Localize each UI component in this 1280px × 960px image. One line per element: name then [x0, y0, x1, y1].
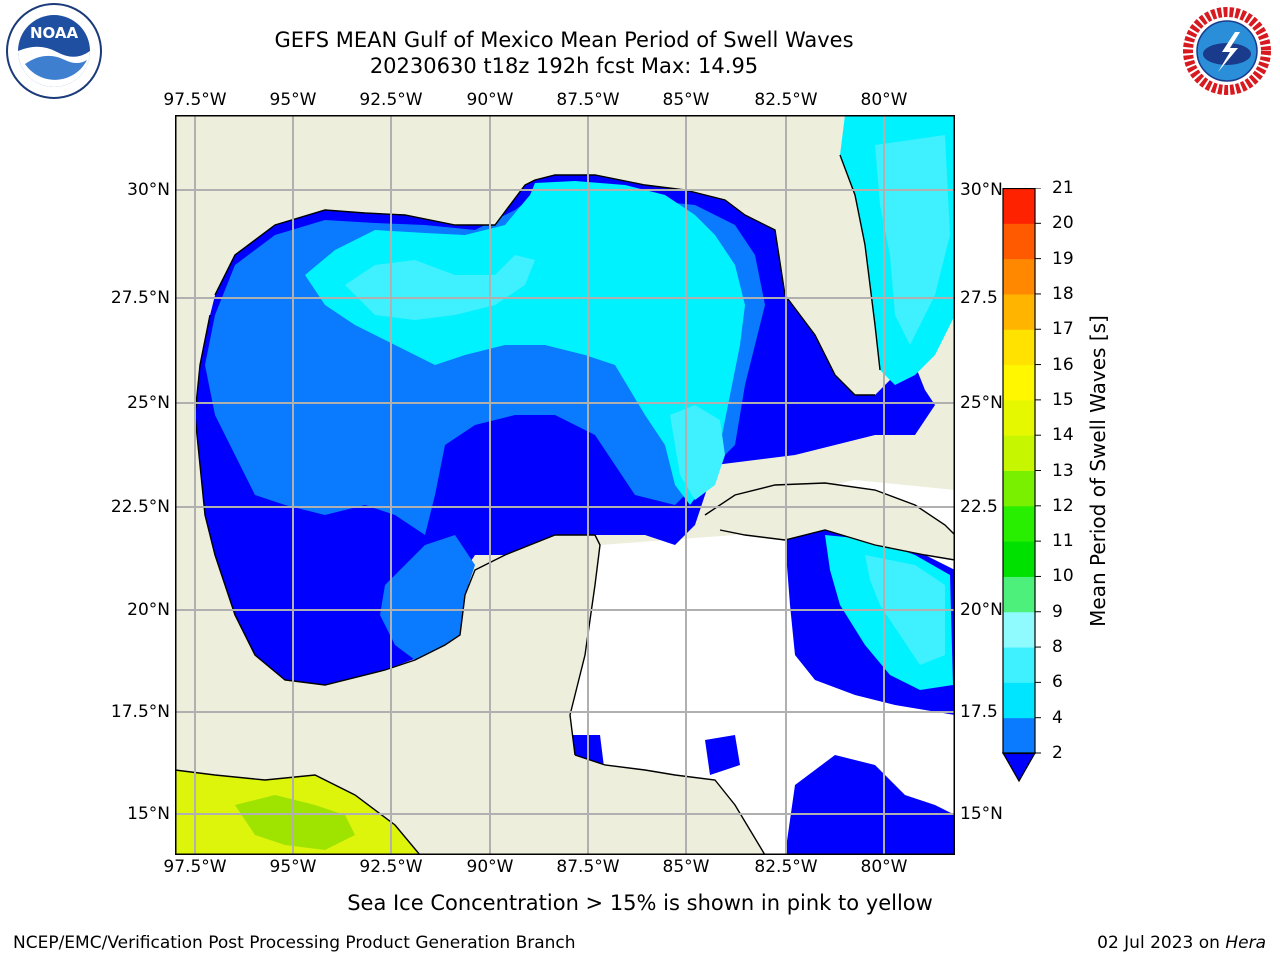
land-central-america	[575, 755, 765, 855]
colorbar-tick-label: 21	[1052, 178, 1074, 198]
caribbean-swell-small	[705, 735, 740, 775]
lon-label-bottom: 92.5°W	[359, 857, 423, 877]
colorbar-tick-label: 16	[1052, 354, 1074, 375]
colorbar-label: Mean Period of Swell Waves [s]	[1086, 315, 1110, 627]
lat-label-left: 25°N	[127, 393, 170, 413]
land-yucatan	[465, 535, 600, 775]
lat-label-left: 22.5°N	[110, 497, 170, 517]
lon-label-top: 87.5°W	[556, 90, 620, 110]
colorbar-segment	[1003, 293, 1035, 330]
lon-label-top: 95°W	[269, 90, 317, 110]
chart-subtitle: 20230630 t18z 192h fcst Max: 14.95	[369, 54, 759, 78]
lat-label-right: 27.5	[960, 288, 998, 308]
footer-machine: Hera	[1225, 933, 1266, 953]
lon-label-top: 92.5°W	[359, 90, 423, 110]
colorbar-segment	[1003, 541, 1035, 577]
colorbar-tick-label: 14	[1052, 425, 1074, 446]
lat-label-left: 20°N	[127, 600, 170, 620]
colorbar-tick-label: 15	[1052, 389, 1074, 410]
lon-label-top: 82.5°W	[754, 90, 818, 110]
colorbar-tick-label: 20	[1052, 213, 1074, 234]
colorbar-extend-arrow	[1002, 752, 1037, 783]
colorbar-segment	[1003, 470, 1035, 507]
lat-label-left: 17.5°N	[110, 702, 170, 722]
noaa-logo: NOAA	[6, 3, 102, 99]
lon-label-top: 80°W	[860, 90, 908, 110]
footer-date: 02 Jul 2023 on Hera	[1097, 933, 1266, 953]
lon-label-bottom: 87.5°W	[556, 857, 620, 877]
footer-credit: NCEP/EMC/Verification Post Processing Pr…	[13, 933, 576, 953]
colorbar-segment	[1003, 647, 1035, 683]
colorbar-segment	[1003, 611, 1035, 648]
lat-label-right: 17.5	[960, 702, 998, 722]
lon-label-bottom: 90°W	[466, 857, 514, 877]
colorbar-segment	[1003, 717, 1035, 754]
colorbar	[1002, 188, 1041, 783]
map-border	[175, 115, 955, 855]
land-cuba	[705, 483, 955, 560]
colorbar-tick-label: 8	[1052, 637, 1063, 658]
nws-logo	[1181, 5, 1273, 97]
colorbar-tick-label: 13	[1052, 460, 1074, 481]
map-panel	[175, 115, 955, 855]
gulf-swell-light-blob	[345, 255, 535, 320]
colorbar-segment	[1003, 258, 1035, 295]
chart-title: GEFS MEAN Gulf of Mexico Mean Period of …	[274, 28, 854, 52]
colorbar-tick-label: 12	[1052, 495, 1074, 516]
coastlines	[175, 154, 955, 855]
footer-on-text: on	[1198, 933, 1220, 953]
land-florida	[535, 115, 880, 395]
footer-date-text: 02 Jul 2023	[1097, 933, 1194, 953]
colorbar-segment	[1003, 435, 1035, 471]
lat-label-left: 30°N	[127, 180, 170, 200]
colorbar-tick-label: 2	[1052, 743, 1063, 763]
colorbar-segment	[1003, 188, 1035, 224]
colorbar-segment	[1003, 329, 1035, 366]
pacific-green-patches	[235, 795, 355, 850]
colorbar-tick-label: 18	[1052, 283, 1074, 304]
colorbar-segment	[1003, 682, 1035, 719]
colorbar-tick-label: 17	[1052, 319, 1074, 340]
gulf-swell-light-blob	[670, 405, 725, 500]
lon-label-bottom: 82.5°W	[754, 857, 818, 877]
lon-label-bottom: 80°W	[860, 857, 908, 877]
colorbar-segment	[1003, 399, 1035, 436]
colorbar-tick-label: 19	[1052, 248, 1074, 269]
colorbar-tick-label: 9	[1052, 601, 1063, 622]
lat-label-left: 15°N	[127, 804, 170, 824]
lon-label-bottom: 97.5°W	[163, 857, 227, 877]
lat-label-right: 15°N	[960, 804, 1003, 824]
lon-label-bottom: 85°W	[662, 857, 710, 877]
land-mexico	[175, 115, 575, 855]
colorbar-segment	[1003, 505, 1035, 542]
lat-label-left: 27.5°N	[110, 288, 170, 308]
lon-label-top: 97.5°W	[163, 90, 227, 110]
lat-label-right: 30°N	[960, 180, 1003, 200]
lat-label-right: 25°N	[960, 393, 1003, 413]
colorbar-tick-label: 6	[1052, 672, 1063, 693]
gulf-swell-tongue	[380, 535, 475, 660]
colorbar-segment	[1003, 576, 1035, 613]
lon-label-bottom: 95°W	[269, 857, 317, 877]
graticule	[175, 115, 955, 855]
atlantic-swell-light	[875, 135, 950, 345]
colorbar-tick-label: 11	[1052, 531, 1074, 552]
lat-label-right: 20°N	[960, 600, 1003, 620]
noaa-logo-text: NOAA	[30, 24, 79, 42]
colorbar-tick-label: 10	[1052, 566, 1074, 587]
lat-label-right: 22.5	[960, 497, 998, 517]
lon-label-top: 85°W	[662, 90, 710, 110]
colorbar-tick-label: 4	[1052, 707, 1063, 728]
colorbar-segment	[1003, 364, 1035, 401]
caribbean-swell-south	[785, 755, 955, 855]
lon-label-top: 90°W	[466, 90, 514, 110]
sea-ice-note: Sea Ice Concentration > 15% is shown in …	[347, 891, 933, 915]
colorbar-segment	[1003, 223, 1035, 260]
